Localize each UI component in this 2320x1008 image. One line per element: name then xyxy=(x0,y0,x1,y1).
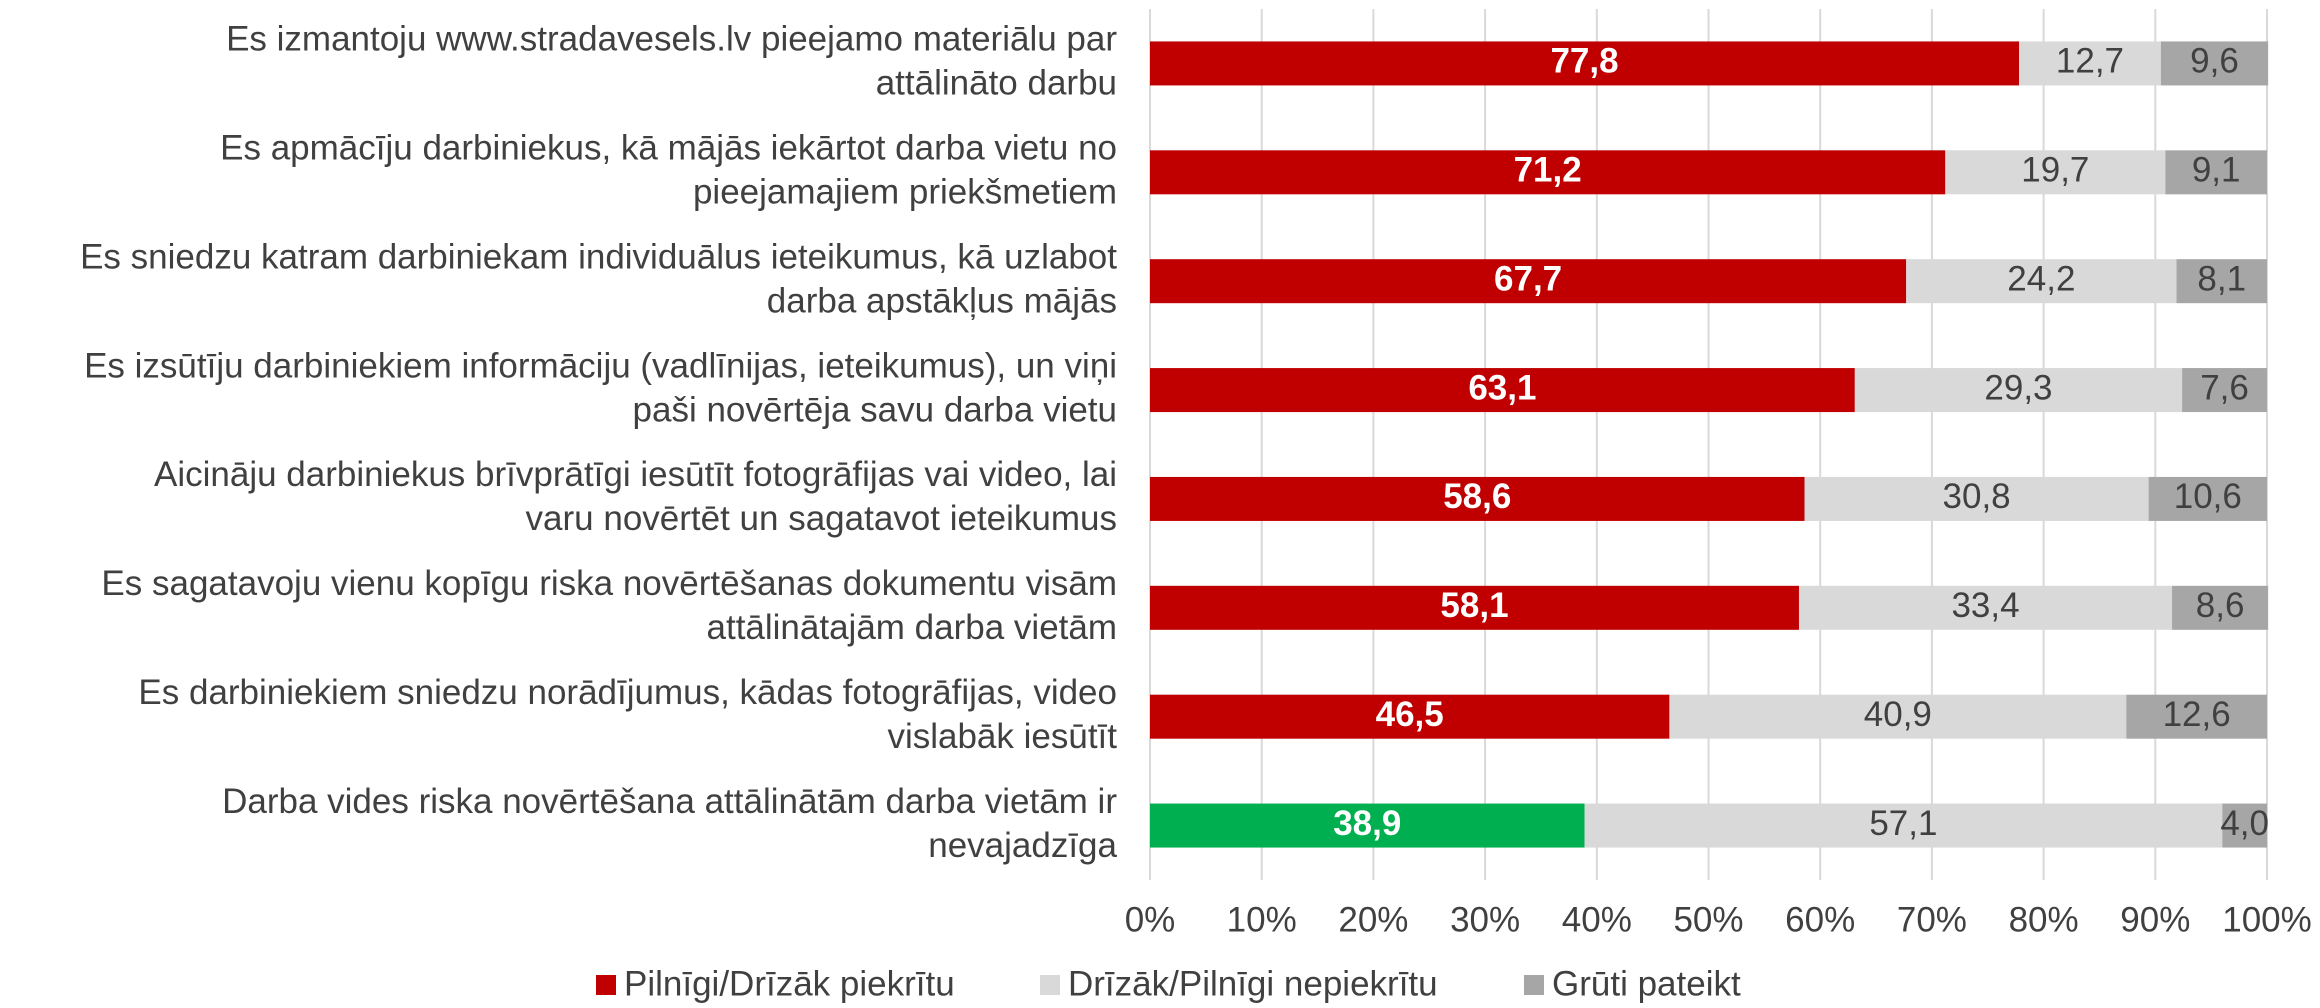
category-label: Es darbiniekiem sniedzu norādījumus, kād… xyxy=(138,673,1117,712)
data-label: 33,4 xyxy=(1951,586,2019,625)
bar-segment xyxy=(1150,694,1670,739)
data-label: 67,7 xyxy=(1494,259,1562,298)
bar-segment xyxy=(1945,150,2166,195)
category-label: Es izmantoju www.stradavesels.lv pieejam… xyxy=(226,20,1117,59)
data-label: 12,6 xyxy=(2163,695,2231,734)
category-label: darba apstākļus mājās xyxy=(767,281,1117,320)
data-label: 12,7 xyxy=(2056,42,2124,81)
bar-segment xyxy=(2126,694,2267,739)
category-label: vislabāk iesūtīt xyxy=(887,717,1117,756)
bar-segment xyxy=(1150,150,1946,195)
bar-segment xyxy=(1150,259,1907,304)
x-tick-label: 40% xyxy=(1562,900,1632,939)
data-label: 19,7 xyxy=(2021,151,2089,190)
legend-swatch xyxy=(1524,975,1544,995)
data-label: 7,6 xyxy=(2200,368,2249,407)
bar-segment xyxy=(1669,694,2127,739)
bar-segment xyxy=(2019,41,2161,86)
data-label: 8,1 xyxy=(2197,259,2246,298)
x-tick-label: 50% xyxy=(1673,900,1743,939)
x-tick-label: 30% xyxy=(1450,900,1520,939)
data-label: 63,1 xyxy=(1468,368,1536,407)
legend-swatch xyxy=(1040,975,1060,995)
x-tick-label: 20% xyxy=(1338,900,1408,939)
category-label: paši novērtēja savu darba vietu xyxy=(633,390,1117,429)
bar-segment xyxy=(2165,150,2267,195)
x-tick-label: 90% xyxy=(2120,900,2190,939)
category-label: Es sagatavoju vienu kopīgu riska novērtē… xyxy=(101,564,1117,603)
legend-swatch xyxy=(596,975,616,995)
data-label: 30,8 xyxy=(1943,477,2011,516)
data-label: 8,6 xyxy=(2196,586,2245,625)
bar-segment xyxy=(2160,41,2269,86)
data-label: 29,3 xyxy=(1984,368,2052,407)
bar-segment xyxy=(2148,476,2267,521)
category-label: Es izsūtīju darbiniekiem informāciju (va… xyxy=(84,346,1117,385)
x-tick-label: 10% xyxy=(1227,900,1297,939)
category-label: Darba vides riska novērtēšana attālinātā… xyxy=(222,782,1117,821)
x-tick-label: 60% xyxy=(1785,900,1855,939)
x-tick-label: 80% xyxy=(2009,900,2079,939)
data-label: 38,9 xyxy=(1333,804,1401,843)
bar-segment xyxy=(1150,41,2020,86)
data-label: 57,1 xyxy=(1869,804,1937,843)
category-label: Aicināju darbiniekus brīvprātīgi iesūtīt… xyxy=(154,455,1117,494)
category-label: attālināto darbu xyxy=(876,64,1117,103)
data-label: 71,2 xyxy=(1514,151,1582,190)
bar-segment xyxy=(1150,368,1855,413)
data-label: 24,2 xyxy=(2007,259,2075,298)
bar-segment xyxy=(1804,476,2149,521)
legend-label: Pilnīgi/Drīzāk piekrītu xyxy=(624,964,955,1003)
x-tick-label: 0% xyxy=(1125,900,1176,939)
bar-segment xyxy=(1150,585,1799,630)
category-label: Es sniedzu katram darbiniekam individuāl… xyxy=(80,237,1117,276)
category-label: nevajadzīga xyxy=(928,826,1117,865)
bar-segment xyxy=(2172,585,2269,630)
data-label: 9,6 xyxy=(2190,42,2239,81)
x-tick-label: 100% xyxy=(2222,900,2312,939)
category-label: pieejamajiem priekšmetiem xyxy=(693,173,1117,212)
bar-segment xyxy=(2222,803,2267,848)
category-label: attālinātajām darba vietām xyxy=(707,608,1118,647)
bar-segment xyxy=(1854,368,2183,413)
data-label: 58,1 xyxy=(1440,586,1508,625)
x-tick-label: 70% xyxy=(1897,900,1967,939)
bar-segment xyxy=(2176,259,2267,304)
data-label: 40,9 xyxy=(1864,695,1932,734)
category-label: varu novērtēt un sagatavot ieteikumus xyxy=(526,499,1117,538)
data-label: 4,0 xyxy=(2220,804,2269,843)
bar-segment xyxy=(2182,368,2267,413)
legend-label: Grūti pateikt xyxy=(1552,964,1741,1003)
bar-segment xyxy=(1150,803,1585,848)
bar-segment xyxy=(1584,803,2223,848)
data-label: 10,6 xyxy=(2174,477,2242,516)
data-label: 77,8 xyxy=(1550,42,1618,81)
data-label: 9,1 xyxy=(2192,151,2241,190)
bar-segment xyxy=(1798,585,2173,630)
legend-label: Drīzāk/Pilnīgi nepiekrītu xyxy=(1068,964,1438,1003)
bar-segment xyxy=(1150,476,1805,521)
bar-segment xyxy=(1906,259,2177,304)
data-label: 46,5 xyxy=(1376,695,1444,734)
data-label: 58,6 xyxy=(1443,477,1511,516)
category-label: Es apmācīju darbiniekus, kā mājās iekārt… xyxy=(220,129,1117,168)
